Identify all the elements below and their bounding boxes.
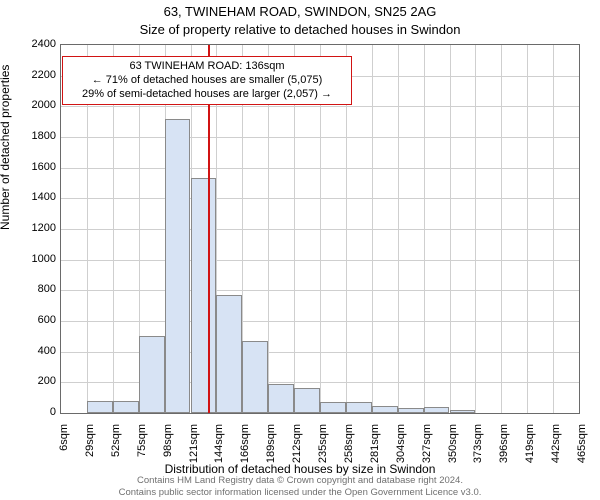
y-tick-label: 2400 (16, 38, 56, 50)
y-tick-label: 0 (16, 406, 56, 418)
chart-title-address: 63, TWINEHAM ROAD, SWINDON, SN25 2AG (0, 4, 600, 19)
gridline-v (372, 45, 373, 413)
histogram-bar (242, 341, 268, 413)
histogram-bar (165, 119, 191, 413)
chart-title-desc: Size of property relative to detached ho… (0, 22, 600, 37)
histogram-bar (450, 410, 476, 413)
histogram-bar (346, 402, 372, 413)
y-tick-label: 1200 (16, 222, 56, 234)
gridline-v (450, 45, 451, 413)
footer-line2: Contains public sector information licen… (0, 487, 600, 498)
annotation-line3: 29% of semi-detached houses are larger (… (69, 88, 345, 102)
footer-line1: Contains HM Land Registry data © Crown c… (0, 475, 600, 486)
x-axis-label: Distribution of detached houses by size … (0, 462, 600, 476)
histogram-bar (268, 384, 294, 413)
gridline-v (475, 45, 476, 413)
y-tick-label: 200 (16, 375, 56, 387)
histogram-bar (113, 401, 139, 413)
histogram-bar (139, 336, 165, 413)
y-tick-label: 600 (16, 314, 56, 326)
gridline-v (398, 45, 399, 413)
y-tick-label: 2200 (16, 69, 56, 81)
gridline-v (424, 45, 425, 413)
y-tick-label: 2000 (16, 99, 56, 111)
annotation-line2: ← 71% of detached houses are smaller (5,… (69, 74, 345, 88)
y-tick-label: 1000 (16, 253, 56, 265)
histogram-bar (424, 407, 450, 413)
histogram-bar (398, 408, 424, 413)
y-tick-label: 1600 (16, 161, 56, 173)
annotation-line1: 63 TWINEHAM ROAD: 136sqm (69, 60, 345, 74)
annotation-box: 63 TWINEHAM ROAD: 136sqm ← 71% of detach… (62, 56, 352, 105)
histogram-bar (87, 401, 113, 413)
gridline-v (527, 45, 528, 413)
y-tick-label: 800 (16, 283, 56, 295)
histogram-bar (372, 406, 398, 413)
gridline-v (501, 45, 502, 413)
histogram-bar (294, 388, 320, 413)
y-tick-label: 1400 (16, 191, 56, 203)
gridline-v (553, 45, 554, 413)
histogram-bar (216, 295, 242, 413)
histogram-bar (191, 178, 217, 413)
y-tick-label: 1800 (16, 130, 56, 142)
footer-attribution: Contains HM Land Registry data © Crown c… (0, 475, 600, 498)
y-axis-label: Number of detached properties (0, 65, 12, 230)
chart-container: 63, TWINEHAM ROAD, SWINDON, SN25 2AG Siz… (0, 0, 600, 500)
histogram-bar (320, 402, 346, 413)
y-tick-label: 400 (16, 345, 56, 357)
